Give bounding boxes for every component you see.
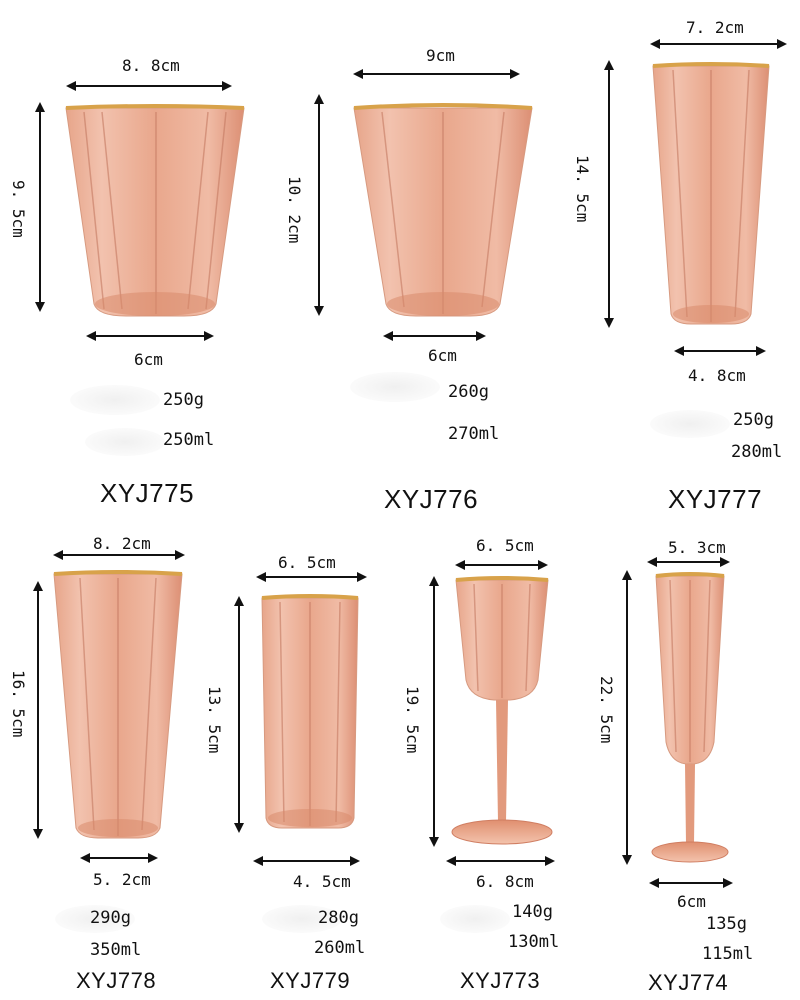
volume-xyj778: 350ml [90, 940, 142, 960]
model-xyj774: XYJ774 [648, 970, 729, 995]
volume-xyj775: 250ml [163, 430, 215, 450]
base-width-xyj777: 4. 8cm [688, 366, 746, 385]
weight-xyj777: 250g [733, 410, 774, 430]
height-xyj779: 13. 5cm [205, 686, 224, 754]
volume-xyj776: 270ml [448, 424, 500, 444]
model-xyj775: XYJ775 [100, 478, 195, 508]
glass-xyj774 [651, 572, 729, 863]
base-width-xyj773: 6. 8cm [476, 872, 534, 891]
weight-xyj778: 290g [90, 908, 131, 928]
volume-xyj777: 280ml [731, 442, 783, 462]
glass-xyj778 [53, 570, 183, 839]
height-xyj776: 10. 2cm [285, 176, 304, 244]
weight-xyj776: 260g [448, 382, 489, 402]
base-width-xyj779: 4. 5cm [293, 872, 351, 891]
volume-xyj773: 130ml [508, 932, 560, 952]
height-xyj777: 14. 5cm [573, 155, 592, 223]
model-xyj779: XYJ779 [270, 968, 351, 993]
height-xyj778: 16. 5cm [9, 670, 28, 738]
base-width-xyj776: 6cm [428, 346, 457, 365]
glass-xyj775 [65, 104, 245, 317]
model-xyj777: XYJ777 [668, 484, 763, 514]
top-width-xyj775: 8. 8cm [122, 56, 180, 75]
model-xyj778: XYJ778 [76, 968, 157, 993]
top-width-xyj773: 6. 5cm [476, 536, 534, 555]
base-width-xyj775: 6cm [134, 350, 163, 369]
top-width-xyj778: 8. 2cm [93, 534, 151, 553]
model-xyj773: XYJ773 [460, 968, 541, 993]
height-xyj774: 22. 5cm [597, 676, 616, 744]
top-width-xyj779: 6. 5cm [278, 553, 336, 572]
weight-xyj779: 280g [318, 908, 359, 928]
model-xyj776: XYJ776 [384, 484, 479, 514]
glass-xyj773 [451, 576, 553, 845]
base-width-xyj774: 6cm [677, 892, 706, 911]
base-width-xyj778: 5. 2cm [93, 870, 151, 889]
height-xyj773: 19. 5cm [403, 686, 422, 754]
volume-xyj774: 115ml [702, 944, 754, 964]
top-width-xyj777: 7. 2cm [686, 18, 744, 37]
top-width-xyj776: 9cm [426, 46, 455, 65]
weight-xyj773: 140g [512, 902, 553, 922]
weight-xyj775: 250g [163, 390, 204, 410]
top-width-xyj774: 5. 3cm [668, 538, 726, 557]
volume-xyj779: 260ml [314, 938, 366, 958]
weight-xyj774: 135g [706, 914, 747, 934]
glass-xyj779 [261, 594, 359, 829]
height-xyj775: 9. 5cm [9, 180, 28, 238]
glass-xyj777 [652, 62, 770, 325]
glass-xyj776 [353, 103, 533, 317]
